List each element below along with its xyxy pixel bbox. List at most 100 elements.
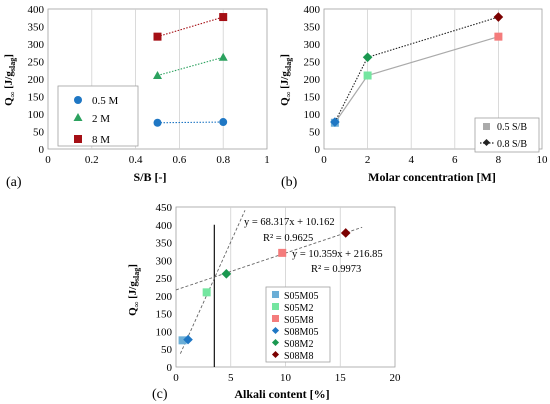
y-axis-label-a: Q∞ [J/gslag]: [3, 54, 17, 106]
y-tick-label: 100: [156, 326, 173, 338]
legend-label-S05M2: S05M2: [284, 303, 313, 314]
data-point-S08M2: [221, 269, 232, 279]
legend-label-S08M05: S08M05: [284, 327, 318, 338]
legend-label-S05M05: S05M05: [284, 291, 318, 302]
legend-marker-0.5M: [74, 96, 82, 104]
x-tick-label: 0: [173, 372, 179, 384]
legend-b: 0.5 S/B 0.8 S/B: [474, 117, 540, 153]
y-tick-label: 250: [304, 57, 321, 69]
x-tick-label: 8: [496, 154, 502, 166]
legend-marker-S05M05: [272, 291, 279, 298]
legend-label-8M: 8 M: [92, 134, 110, 146]
x-tick-label: 0.2: [85, 154, 99, 166]
trend-eq-1: y = 68.317x + 10.162: [244, 217, 335, 228]
y-tick-label: 150: [156, 309, 173, 321]
y-tick-label: 300: [304, 39, 321, 51]
y-tick-label: 50: [33, 127, 45, 139]
legend-marker-8M: [74, 135, 82, 143]
data-point-8M: [153, 32, 162, 41]
trend-eq-2: y = 10.359x + 216.85: [292, 249, 383, 260]
x-tick-label: 10: [537, 154, 549, 166]
x-tick-label: 15: [335, 372, 347, 384]
y-tick-label: 250: [156, 273, 173, 285]
legend-label-S05M8: S05M8: [284, 315, 313, 326]
legend-label-2M: 2 M: [92, 113, 110, 125]
data-point-0.5M: [153, 118, 162, 127]
trendline-2: [175, 226, 363, 291]
data-point-2M: [153, 71, 162, 79]
legend-marker-2M: [73, 113, 83, 121]
data-point-0.5M: [219, 118, 228, 127]
x-axis-label-c: Alkali content [%]: [234, 387, 329, 401]
y-tick-label: 350: [304, 22, 321, 34]
legend-label-0.5M: 0.5 M: [92, 95, 119, 107]
series-line-2M: [157, 56, 224, 77]
y-tick-label: 0: [167, 362, 173, 374]
y-tick-label: 450: [156, 202, 173, 214]
legend-marker-S05M8: [272, 315, 279, 322]
data-point-2M: [218, 52, 228, 61]
trend-r2-2: R² = 0.9973: [311, 264, 361, 275]
trendline-1: [179, 210, 246, 354]
legend-marker-S08M2: [271, 338, 280, 347]
panel-a: 0 0.2 0.4 0.6 0.8 1 0 50 100 150 200 250 300 350 400 S…: [3, 4, 270, 190]
panel-label-b: (b): [281, 175, 298, 190]
x-axis-label-b: Molar concentration [M]: [368, 170, 496, 184]
y-tick-label: 400: [28, 4, 45, 16]
x-tick-label: 0: [321, 154, 327, 166]
data-point-S05M8: [278, 248, 287, 257]
data-point-S05M2: [202, 288, 211, 297]
x-tick-label: 2: [365, 154, 371, 166]
y-tick-label: 300: [28, 39, 45, 51]
legend-marker-S08M05: [271, 326, 280, 335]
x-tick-label: 6: [452, 154, 458, 166]
y-tick-label: 250: [28, 57, 45, 69]
y-tick-label: 100: [304, 109, 321, 121]
y-tick-label: 150: [304, 92, 321, 104]
series-line-8M: [157, 16, 224, 38]
legend-box-a: [57, 85, 139, 147]
y-tick-label: 400: [156, 220, 173, 232]
x-axis-label-a: S/B [-]: [134, 170, 167, 184]
x-tick-label: 0.4: [129, 154, 143, 166]
legend-label-0.8SB: 0.8 S/B: [497, 139, 527, 150]
y-axis-label-b: Q∞ [J/gslag]: [279, 54, 293, 106]
data-point-0.5SB: [494, 32, 503, 41]
panel-label-a: (a): [6, 175, 22, 190]
legend-box-c: [265, 286, 331, 363]
data-point-8M: [219, 13, 228, 22]
x-tick-label: 0.8: [216, 154, 230, 166]
legend-marker-0.8SB: [482, 138, 491, 147]
x-tick-label: 4: [408, 154, 414, 166]
x-tick-label: 0.6: [173, 154, 187, 166]
y-tick-label: 100: [28, 109, 45, 121]
legend-label-S08M8: S08M8: [284, 351, 313, 362]
y-tick-label: 300: [156, 255, 173, 267]
x-tick-label: 0: [45, 154, 51, 166]
y-tick-label: 200: [304, 74, 321, 86]
legend-marker-S05M2: [272, 303, 279, 310]
y-tick-label: 50: [309, 127, 321, 139]
trend-r2-1: R² = 0.9625: [263, 233, 313, 244]
x-tick-label: 20: [390, 372, 402, 384]
x-tick-label: 1: [264, 154, 270, 166]
y-axis-label-c: Q∞ [J/gslag]: [127, 264, 141, 316]
y-tick-label: 200: [28, 74, 45, 86]
panel-label-c: (c): [152, 387, 168, 402]
legend-a: 0.5 M 2 M 8 M: [57, 85, 139, 147]
y-tick-label: 50: [161, 344, 173, 356]
data-point-S08M05: [183, 334, 193, 345]
y-tick-label: 350: [28, 22, 45, 34]
data-point-0.5SB: [363, 71, 372, 80]
legend-c: S05M05 S05M2 S05M8 S08M05 S08M2 S08M8: [265, 286, 331, 363]
series-line-0.5M: [157, 121, 224, 124]
y-tick-label: 400: [304, 4, 321, 16]
y-tick-label: 150: [28, 92, 45, 104]
x-tick-label: 5: [228, 372, 234, 384]
y-tick-label: 0: [315, 144, 321, 156]
legend-label-S08M2: S08M2: [284, 339, 313, 350]
data-point-S05M05: [178, 336, 187, 345]
legend-label-0.5SB: 0.5 S/B: [497, 122, 527, 133]
